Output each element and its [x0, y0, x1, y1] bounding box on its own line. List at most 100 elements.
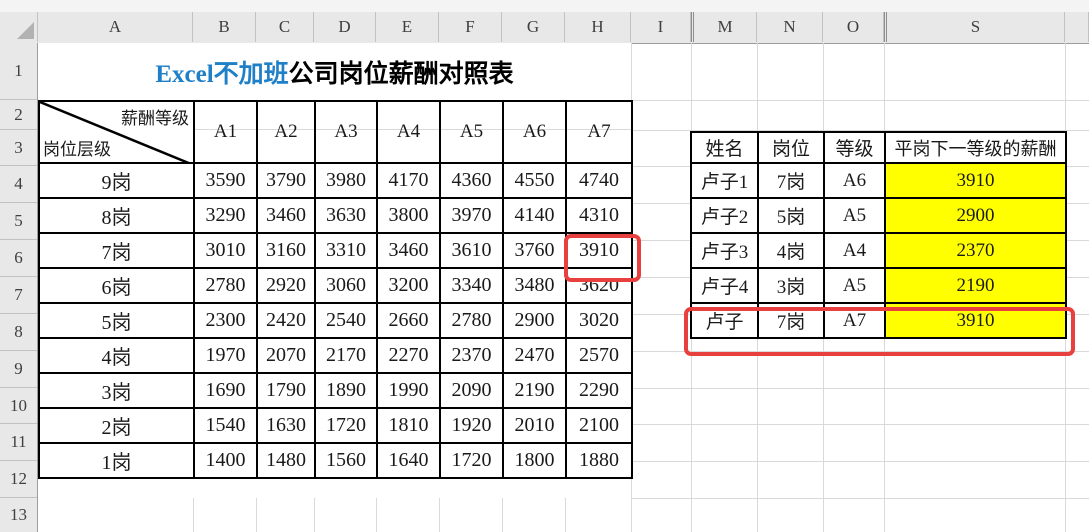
lookup-header-name[interactable]: 姓名 — [690, 131, 759, 164]
salary-cell[interactable]: 2010 — [502, 407, 567, 444]
column-header-A[interactable]: A — [38, 12, 193, 42]
grade-header-A1[interactable]: A1 — [193, 100, 258, 164]
column-header-H[interactable]: H — [565, 12, 631, 42]
grade-cell[interactable]: A5 — [823, 267, 886, 304]
row-header-9[interactable]: 9 — [0, 351, 37, 388]
salary-cell[interactable]: 3610 — [439, 232, 504, 269]
column-header-B[interactable]: B — [193, 12, 256, 42]
salary-cell[interactable]: 1630 — [256, 407, 316, 444]
salary-cell[interactable]: 2300 — [193, 302, 258, 339]
salary-cell[interactable]: 4740 — [565, 162, 633, 199]
salary-cell[interactable]: 3010 — [193, 232, 258, 269]
salary-cell[interactable]: 3460 — [256, 197, 316, 234]
column-header-S[interactable]: S — [884, 12, 1065, 42]
salary-cell[interactable]: 3460 — [376, 232, 441, 269]
salary-cell[interactable]: 3980 — [314, 162, 378, 199]
grade-cell[interactable]: A4 — [823, 232, 886, 269]
column-header-O[interactable]: O — [823, 12, 884, 42]
row-header-4[interactable]: 4 — [0, 166, 37, 203]
level-cell[interactable]: 9岗 — [38, 162, 195, 199]
salary-cell[interactable]: 1720 — [439, 442, 504, 479]
grade-header-A6[interactable]: A6 — [502, 100, 567, 164]
salary-cell[interactable]: 3290 — [193, 197, 258, 234]
salary-cell[interactable]: 3160 — [256, 232, 316, 269]
salary-cell[interactable]: 3020 — [565, 302, 633, 339]
salary-cell[interactable]: 2070 — [256, 337, 316, 374]
level-cell[interactable]: 8岗 — [38, 197, 195, 234]
salary-result-cell[interactable]: 2900 — [884, 197, 1067, 234]
salary-cell[interactable]: 2470 — [502, 337, 567, 374]
row-header-13[interactable]: 13 — [10, 505, 27, 524]
column-header-partial[interactable] — [1065, 12, 1089, 42]
salary-cell[interactable]: 1890 — [314, 372, 378, 409]
salary-cell[interactable]: 4140 — [502, 197, 567, 234]
salary-cell[interactable]: 1400 — [193, 442, 258, 479]
lookup-header-grade[interactable]: 等级 — [823, 131, 886, 164]
row-header-11[interactable]: 11 — [0, 424, 37, 461]
column-header-E[interactable]: E — [376, 12, 439, 42]
salary-cell[interactable]: 3800 — [376, 197, 441, 234]
salary-cell[interactable]: 1810 — [376, 407, 441, 444]
salary-cell[interactable]: 1720 — [314, 407, 378, 444]
salary-cell[interactable]: 2370 — [439, 337, 504, 374]
row-header-5[interactable]: 5 — [0, 203, 37, 240]
name-cell[interactable]: 卢子2 — [690, 197, 759, 234]
post-cell[interactable]: 5岗 — [757, 197, 825, 234]
salary-cell[interactable]: 2660 — [376, 302, 441, 339]
salary-cell[interactable]: 4550 — [502, 162, 567, 199]
salary-cell[interactable]: 1920 — [439, 407, 504, 444]
level-cell[interactable]: 6岗 — [38, 267, 195, 304]
salary-cell[interactable]: 2540 — [314, 302, 378, 339]
grade-header-A5[interactable]: A5 — [439, 100, 504, 164]
salary-cell[interactable]: 1800 — [502, 442, 567, 479]
salary-cell[interactable]: 4310 — [565, 197, 633, 234]
salary-cell[interactable]: 2190 — [502, 372, 567, 409]
salary-cell[interactable]: 1560 — [314, 442, 378, 479]
salary-result-cell[interactable]: 3910 — [884, 302, 1067, 339]
salary-cell[interactable]: 3200 — [376, 267, 441, 304]
salary-cell[interactable]: 2920 — [256, 267, 316, 304]
row-header-12[interactable]: 12 — [0, 461, 37, 498]
name-cell[interactable]: 卢子3 — [690, 232, 759, 269]
level-cell[interactable]: 1岗 — [38, 442, 195, 479]
grade-cell[interactable]: A6 — [823, 162, 886, 199]
salary-result-cell[interactable]: 2370 — [884, 232, 1067, 269]
salary-cell[interactable]: 2420 — [256, 302, 316, 339]
column-header-N[interactable]: N — [757, 12, 823, 42]
salary-cell[interactable]: 3310 — [314, 232, 378, 269]
post-cell[interactable]: 4岗 — [757, 232, 825, 269]
post-cell[interactable]: 3岗 — [757, 267, 825, 304]
salary-cell[interactable]: 1880 — [565, 442, 633, 479]
salary-result-cell[interactable]: 2190 — [884, 267, 1067, 304]
row-header-8[interactable]: 8 — [0, 314, 37, 351]
salary-cell[interactable]: 1790 — [256, 372, 316, 409]
salary-cell[interactable]: 3590 — [193, 162, 258, 199]
column-header-F[interactable]: F — [439, 12, 502, 42]
level-cell[interactable]: 2岗 — [38, 407, 195, 444]
salary-cell[interactable]: 2170 — [314, 337, 378, 374]
salary-cell[interactable]: 3060 — [314, 267, 378, 304]
column-header-M[interactable]: M — [691, 12, 757, 42]
grade-cell[interactable]: A5 — [823, 197, 886, 234]
column-header-I[interactable]: I — [631, 12, 691, 42]
salary-cell[interactable]: 2780 — [439, 302, 504, 339]
row-header-6[interactable]: 6 — [0, 240, 37, 277]
grade-header-A7[interactable]: A7 — [565, 100, 633, 164]
level-cell[interactable]: 5岗 — [38, 302, 195, 339]
row-header-7[interactable]: 7 — [0, 277, 37, 314]
salary-cell[interactable]: 2900 — [502, 302, 567, 339]
grade-header-A2[interactable]: A2 — [256, 100, 316, 164]
level-cell[interactable]: 4岗 — [38, 337, 195, 374]
salary-result-cell[interactable]: 3910 — [884, 162, 1067, 199]
salary-cell[interactable]: 2270 — [376, 337, 441, 374]
row-header-2[interactable]: 2 — [0, 100, 37, 130]
salary-cell[interactable]: 2570 — [565, 337, 633, 374]
salary-cell[interactable]: 3970 — [439, 197, 504, 234]
level-cell[interactable]: 3岗 — [38, 372, 195, 409]
salary-cell[interactable]: 4360 — [439, 162, 504, 199]
select-all-corner[interactable] — [0, 12, 38, 42]
name-cell[interactable]: 卢子4 — [690, 267, 759, 304]
salary-cell[interactable]: 1990 — [376, 372, 441, 409]
salary-cell[interactable]: 3630 — [314, 197, 378, 234]
column-header-C[interactable]: C — [256, 12, 314, 42]
